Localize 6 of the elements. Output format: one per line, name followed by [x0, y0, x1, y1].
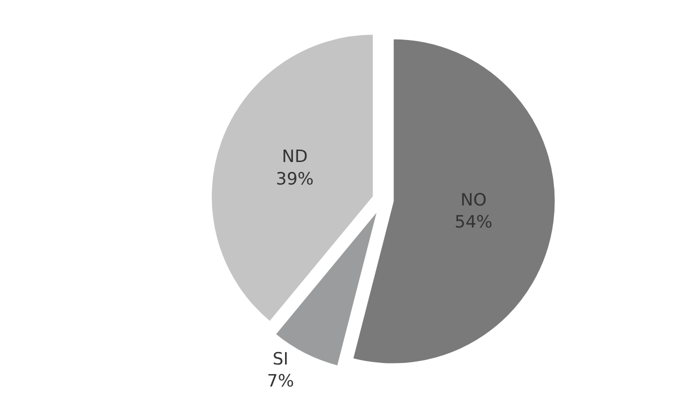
slice-label: NO — [460, 190, 487, 210]
data-label: 54% — [454, 212, 492, 232]
data-label: 39% — [276, 169, 314, 190]
slice-label: SI — [272, 350, 288, 370]
slice-label: ND — [282, 147, 308, 168]
data-label: 7% — [267, 372, 294, 392]
